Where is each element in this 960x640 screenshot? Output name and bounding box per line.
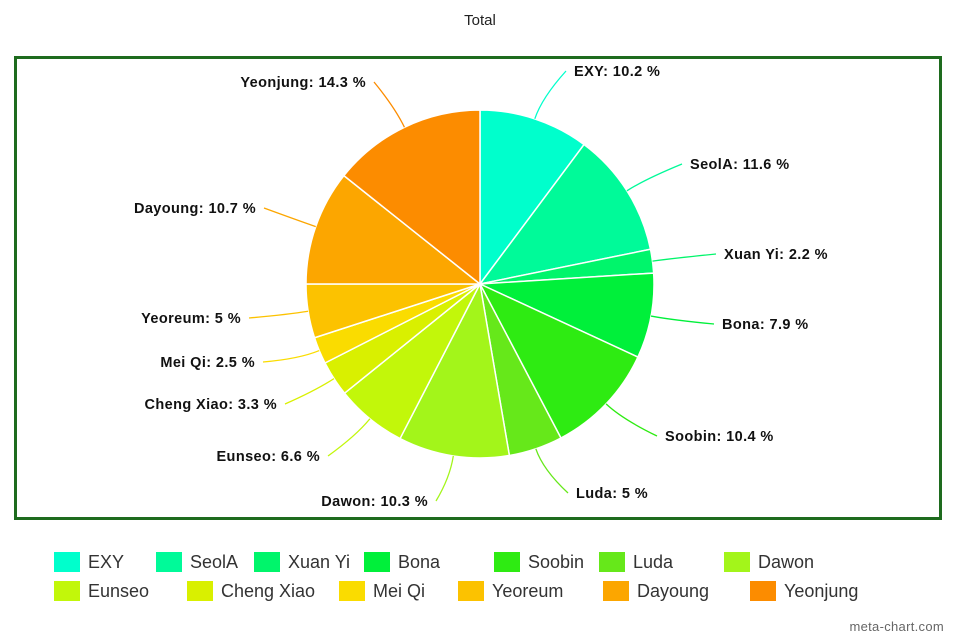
leader-line-yeonjung bbox=[373, 81, 406, 128]
legend-label-xuan-yi: Xuan Yi bbox=[288, 551, 351, 572]
legend-swatch-yeoreum bbox=[458, 581, 484, 601]
slice-labels: EXY: 10.2 % SeolA: 11.6 % Xuan Yi: 2.2 % Bo… bbox=[134, 64, 828, 510]
slice-label-yeoreum: Yeoreum: 5 % bbox=[141, 311, 241, 327]
pie-slice-yeonjung bbox=[342, 109, 481, 286]
leader-line-soobin bbox=[605, 403, 658, 437]
leader-line-yeoreum bbox=[248, 310, 309, 319]
legend-label-bona: Bona bbox=[398, 551, 441, 572]
chart-title: Total bbox=[464, 12, 496, 29]
plot-frame bbox=[14, 56, 942, 520]
pie-slice-exy bbox=[479, 109, 586, 287]
legend-label-soobin: Soobin bbox=[528, 551, 585, 572]
leader-line-luda bbox=[535, 448, 569, 494]
legend-label-seola: SeolA bbox=[190, 551, 239, 572]
legend-label-dayoung: Dayoung bbox=[637, 580, 710, 601]
leader-line-mei-qi bbox=[262, 349, 320, 363]
legend-item-luda: Luda bbox=[599, 550, 673, 574]
legend-swatch-bona bbox=[364, 552, 390, 572]
leader-line-xuan-yi bbox=[652, 253, 717, 262]
leader-line-cheng-xiao bbox=[284, 378, 335, 405]
leader-line-eunseo bbox=[327, 418, 371, 457]
legend-swatch-dayoung bbox=[603, 581, 629, 601]
legend-row-1: EXY SeolA Xuan Yi Bona Soobin Luda Dawon bbox=[54, 550, 934, 579]
legend-label-yeoreum: Yeoreum bbox=[492, 580, 564, 601]
legend-row-2: Eunseo Cheng Xiao Mei Qi Yeoreum Dayoung Yeon… bbox=[54, 579, 934, 608]
legend: EXY SeolA Xuan Yi Bona Soobin Luda Dawon Eunse… bbox=[54, 550, 934, 608]
leader-line-exy bbox=[534, 70, 567, 120]
legend-swatch-soobin bbox=[494, 552, 520, 572]
slice-label-bona: Bona: 7.9 % bbox=[722, 317, 809, 333]
legend-label-cheng-xiao: Cheng Xiao bbox=[221, 580, 316, 601]
legend-label-dawon: Dawon bbox=[758, 551, 815, 572]
legend-item-seola: SeolA bbox=[156, 550, 238, 574]
slice-label-xuan-yi: Xuan Yi: 2.2 % bbox=[724, 247, 828, 263]
leader-line-dayoung bbox=[263, 207, 316, 228]
legend-item-yeoreum: Yeoreum bbox=[458, 579, 563, 603]
slice-label-cheng-xiao: Cheng Xiao: 3.3 % bbox=[145, 397, 278, 413]
pie-chart: EXY: 10.2 % SeolA: 11.6 % Xuan Yi: 2.2 % Bo… bbox=[134, 64, 828, 510]
legend-item-soobin: Soobin bbox=[494, 550, 584, 574]
legend-label-yeonjung: Yeonjung bbox=[784, 580, 859, 601]
legend-label-exy: EXY bbox=[88, 551, 125, 572]
pie-slices bbox=[305, 109, 655, 459]
legend-item-bona: Bona bbox=[364, 550, 440, 574]
leader-line-seola bbox=[626, 163, 683, 192]
leader-line-bona bbox=[650, 315, 715, 325]
slice-label-dayoung: Dayoung: 10.7 % bbox=[134, 201, 256, 217]
watermark: meta-chart.com bbox=[849, 619, 944, 634]
legend-item-eunseo: Eunseo bbox=[54, 579, 149, 603]
legend-swatch-exy bbox=[54, 552, 80, 572]
legend-swatch-cheng-xiao bbox=[187, 581, 213, 601]
slice-label-mei-qi: Mei Qi: 2.5 % bbox=[160, 355, 255, 371]
legend-item-cheng-xiao: Cheng Xiao bbox=[187, 579, 315, 603]
pie-slice-dawon bbox=[399, 281, 511, 459]
slice-label-dawon: Dawon: 10.3 % bbox=[321, 494, 428, 510]
legend-label-eunseo: Eunseo bbox=[88, 580, 150, 601]
legend-item-yeonjung: Yeonjung bbox=[750, 579, 858, 603]
legend-item-mei-qi: Mei Qi bbox=[339, 579, 425, 603]
legend-item-xuan-yi: Xuan Yi bbox=[254, 550, 350, 574]
legend-swatch-dawon bbox=[724, 552, 750, 572]
slice-label-eunseo: Eunseo: 6.6 % bbox=[216, 449, 320, 465]
slice-label-luda: Luda: 5 % bbox=[576, 486, 648, 502]
leader-line-dawon bbox=[435, 455, 454, 502]
slice-label-soobin: Soobin: 10.4 % bbox=[665, 429, 774, 445]
pie-slice-soobin bbox=[478, 282, 639, 440]
legend-label-mei-qi: Mei Qi bbox=[373, 580, 426, 601]
legend-swatch-xuan-yi bbox=[254, 552, 280, 572]
slice-label-yeonjung: Yeonjung: 14.3 % bbox=[240, 75, 366, 91]
legend-swatch-seola bbox=[156, 552, 182, 572]
legend-item-dawon: Dawon bbox=[724, 550, 814, 574]
legend-item-exy: EXY bbox=[54, 550, 124, 574]
slice-label-exy: EXY: 10.2 % bbox=[574, 64, 660, 80]
legend-item-dayoung: Dayoung bbox=[603, 579, 709, 603]
legend-swatch-yeonjung bbox=[750, 581, 776, 601]
legend-label-luda: Luda bbox=[633, 551, 674, 572]
pie-slice-dayoung bbox=[305, 174, 483, 285]
slice-label-seola: SeolA: 11.6 % bbox=[690, 157, 790, 173]
legend-swatch-eunseo bbox=[54, 581, 80, 601]
leader-lines bbox=[248, 70, 717, 502]
legend-swatch-luda bbox=[599, 552, 625, 572]
legend-swatch-mei-qi bbox=[339, 581, 365, 601]
